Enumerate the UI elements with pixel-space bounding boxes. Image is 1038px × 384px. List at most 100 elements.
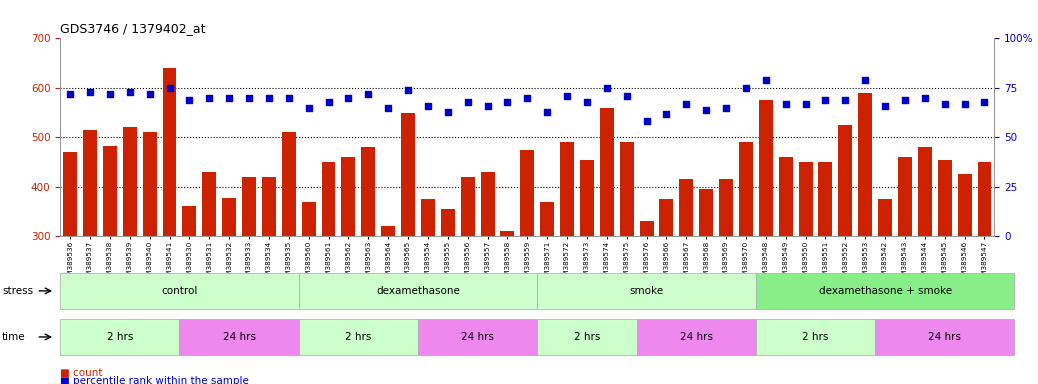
Text: 2 hrs: 2 hrs: [574, 332, 600, 342]
Point: [82, 89, 99, 95]
Point: [599, 85, 616, 91]
Point: [480, 103, 496, 109]
Point: [380, 104, 397, 111]
Point: [360, 91, 377, 97]
Point: [62, 91, 79, 97]
Bar: [918, 147, 932, 236]
Bar: [540, 202, 554, 236]
Point: [201, 94, 218, 101]
Point: [758, 77, 774, 83]
Bar: [381, 226, 395, 236]
Text: control: control: [161, 286, 197, 296]
Bar: [600, 108, 613, 236]
Text: time: time: [2, 332, 26, 342]
Bar: [322, 162, 335, 236]
Text: 24 hrs: 24 hrs: [222, 332, 255, 342]
Point: [698, 106, 714, 113]
Text: 2 hrs: 2 hrs: [802, 332, 828, 342]
Bar: [83, 130, 97, 236]
Bar: [978, 162, 991, 236]
Text: 24 hrs: 24 hrs: [461, 332, 494, 342]
Bar: [163, 68, 176, 236]
Point: [578, 99, 595, 105]
Bar: [361, 147, 376, 236]
Point: [300, 104, 317, 111]
Text: 24 hrs: 24 hrs: [680, 332, 713, 342]
Text: ■ percentile rank within the sample: ■ percentile rank within the sample: [60, 376, 249, 384]
Bar: [659, 199, 674, 236]
Bar: [302, 202, 316, 236]
Bar: [778, 157, 793, 236]
Bar: [580, 159, 594, 236]
Point: [460, 99, 476, 105]
Text: dexamethasone + smoke: dexamethasone + smoke: [819, 286, 952, 296]
Bar: [639, 221, 654, 236]
Point: [976, 99, 992, 105]
Point: [558, 93, 575, 99]
Bar: [202, 172, 216, 236]
Bar: [282, 132, 296, 236]
Point: [857, 77, 874, 83]
Point: [519, 94, 536, 101]
Text: smoke: smoke: [629, 286, 663, 296]
Point: [738, 85, 755, 91]
Bar: [242, 177, 256, 236]
Bar: [520, 150, 535, 236]
Point: [917, 94, 933, 101]
Text: dexamethasone: dexamethasone: [376, 286, 460, 296]
Text: GDS3746 / 1379402_at: GDS3746 / 1379402_at: [60, 22, 206, 35]
Bar: [481, 172, 494, 236]
Text: ■ count: ■ count: [60, 368, 103, 378]
Bar: [759, 100, 772, 236]
Point: [102, 91, 118, 97]
Point: [400, 87, 416, 93]
Bar: [858, 93, 872, 236]
Point: [638, 118, 655, 124]
Bar: [561, 142, 574, 236]
Bar: [342, 157, 355, 236]
Text: 2 hrs: 2 hrs: [107, 332, 133, 342]
Bar: [183, 207, 196, 236]
Bar: [878, 199, 892, 236]
Point: [936, 101, 953, 107]
Point: [499, 99, 516, 105]
Point: [439, 109, 456, 115]
Point: [877, 103, 894, 109]
Bar: [700, 189, 713, 236]
Bar: [937, 159, 952, 236]
Bar: [958, 174, 972, 236]
Point: [280, 94, 297, 101]
Bar: [739, 142, 753, 236]
Point: [956, 101, 973, 107]
Bar: [819, 162, 832, 236]
Point: [340, 94, 357, 101]
Point: [817, 97, 834, 103]
Bar: [898, 157, 912, 236]
Point: [678, 101, 694, 107]
Bar: [461, 177, 474, 236]
Bar: [222, 198, 236, 236]
Point: [221, 94, 238, 101]
Point: [121, 89, 138, 95]
Point: [141, 91, 158, 97]
Bar: [262, 177, 276, 236]
Bar: [798, 162, 813, 236]
Point: [321, 99, 337, 105]
Bar: [421, 199, 435, 236]
Point: [261, 94, 277, 101]
Point: [777, 101, 794, 107]
Point: [897, 97, 913, 103]
Bar: [142, 132, 157, 236]
Point: [658, 111, 675, 117]
Bar: [839, 125, 852, 236]
Point: [539, 109, 555, 115]
Point: [181, 97, 197, 103]
Text: 2 hrs: 2 hrs: [346, 332, 372, 342]
Bar: [679, 179, 693, 236]
Bar: [441, 209, 455, 236]
Point: [161, 85, 177, 91]
Point: [619, 93, 635, 99]
Bar: [103, 146, 117, 236]
Point: [797, 101, 814, 107]
Point: [717, 104, 734, 111]
